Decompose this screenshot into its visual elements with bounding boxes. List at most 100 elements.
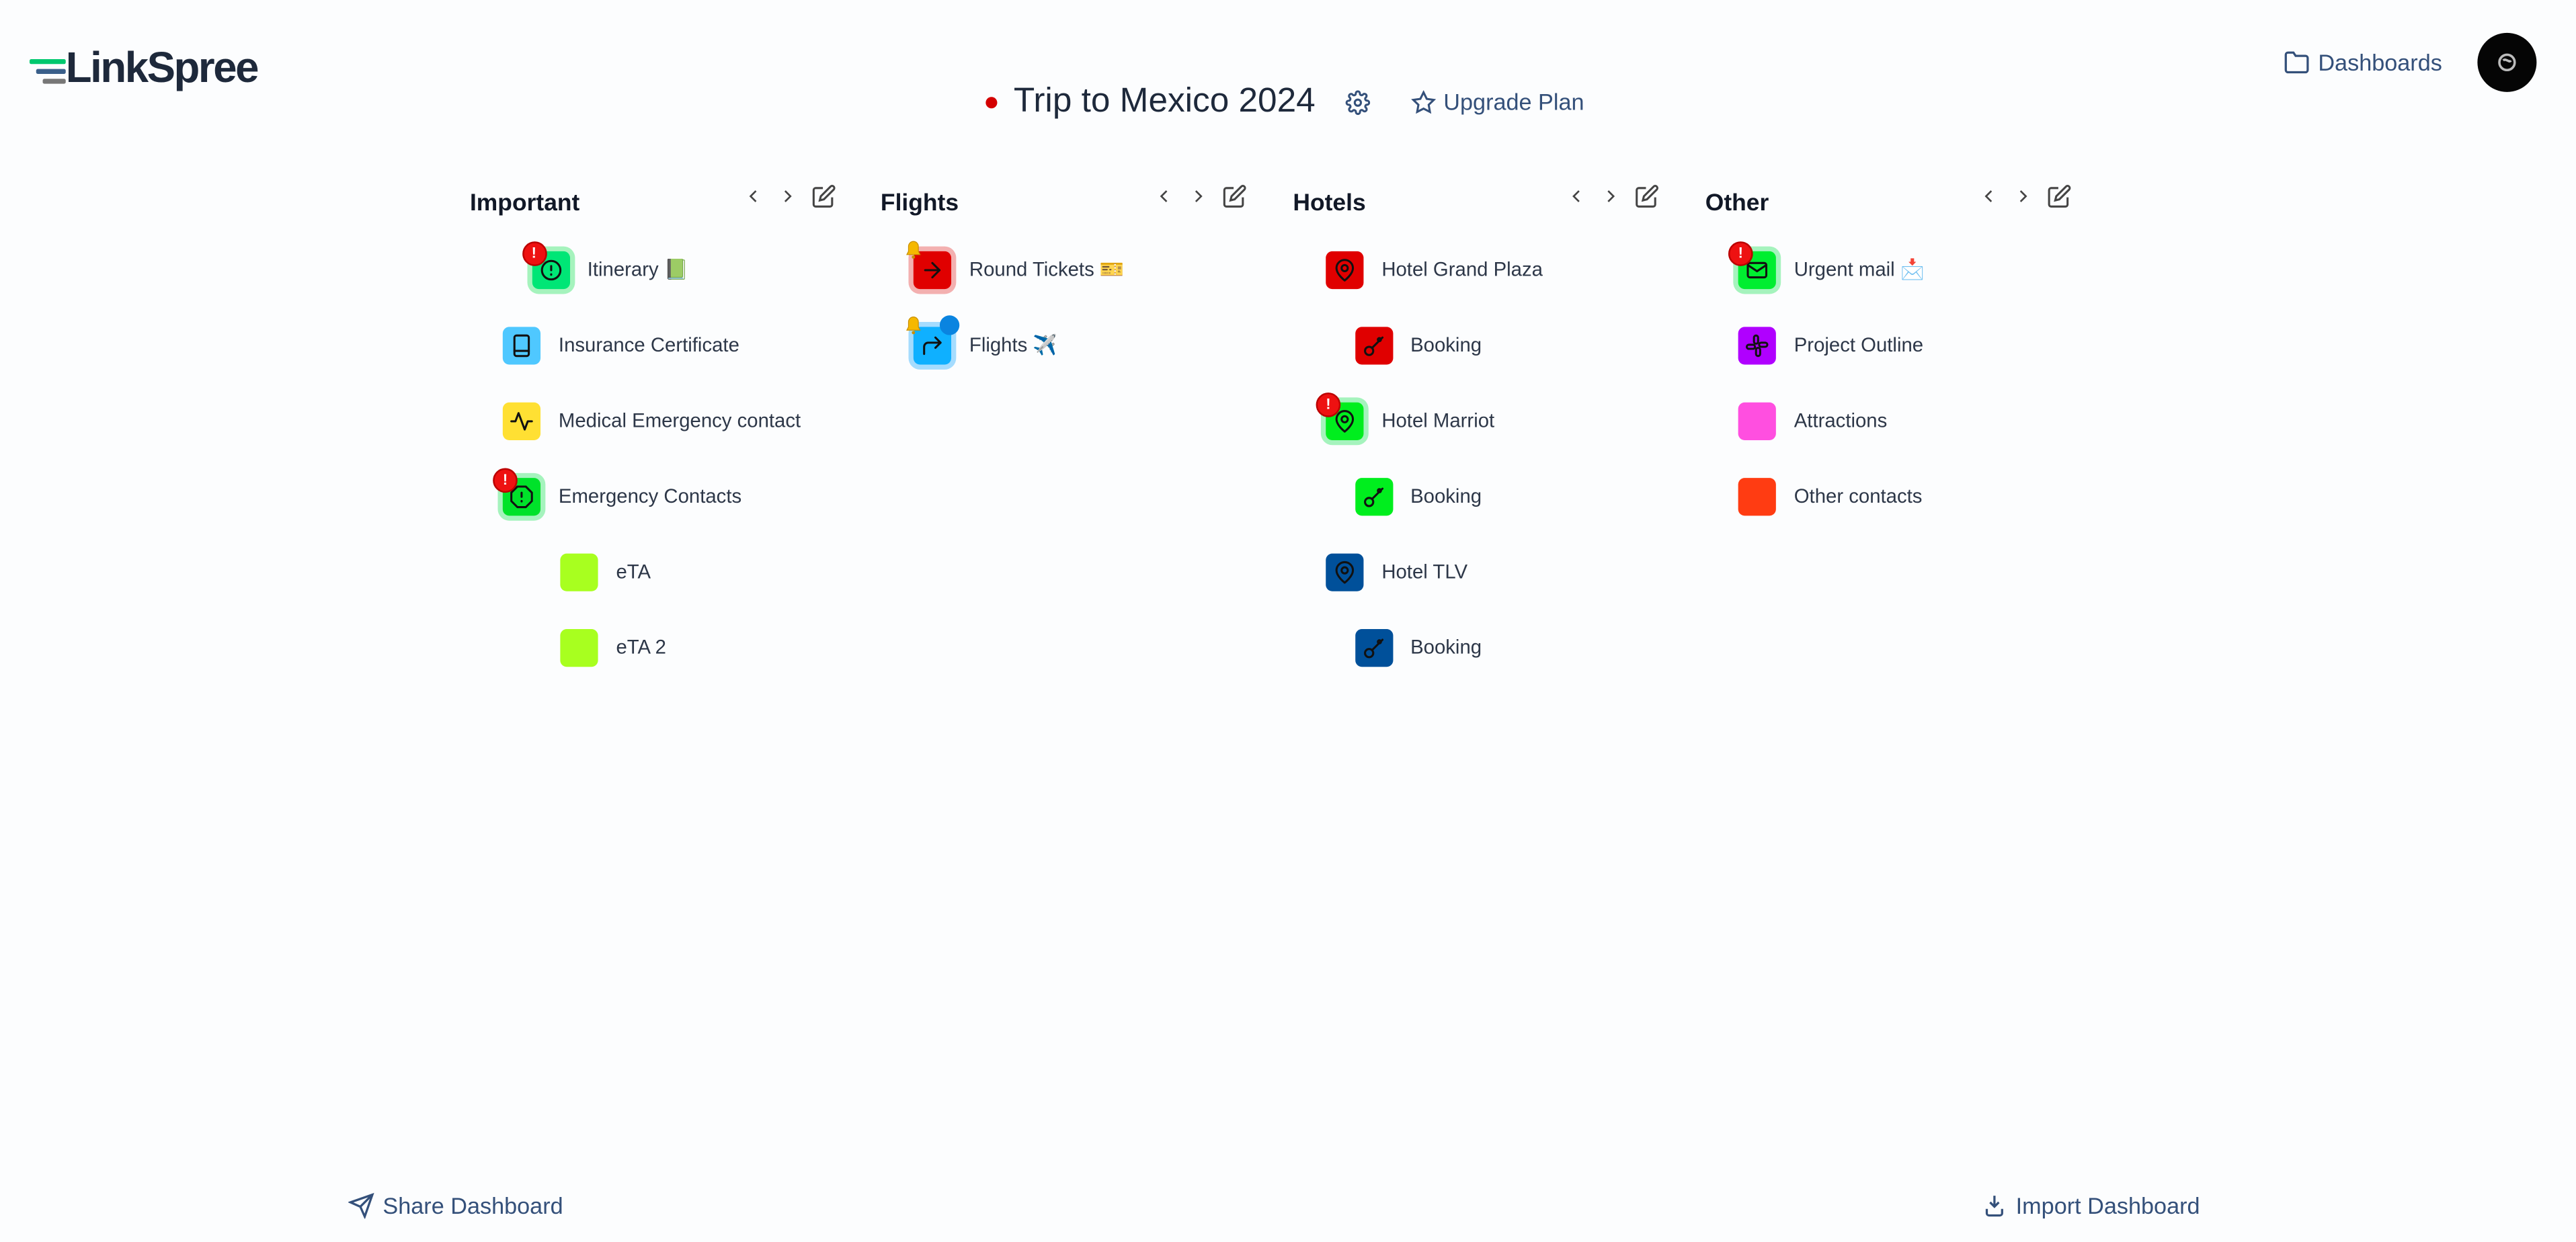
link-item[interactable]: Hotel Grand Plaza bbox=[1326, 247, 1543, 292]
folder-icon bbox=[2284, 51, 2309, 74]
link-item-label: Hotel Marriot bbox=[1381, 409, 1495, 432]
link-item-label: eTA bbox=[616, 560, 651, 583]
share-dashboard-label: Share Dashboard bbox=[383, 1192, 563, 1219]
link-item-icon-tile: ! bbox=[1316, 391, 1364, 440]
edit-column-button[interactable] bbox=[1635, 184, 1660, 209]
chevron-right-icon bbox=[1195, 190, 1203, 202]
link-item[interactable]: Hotel TLV bbox=[1326, 548, 1467, 594]
link-item-icon-tile: ! bbox=[521, 241, 569, 288]
link-item[interactable]: Project Outline bbox=[1738, 322, 1923, 368]
link-item-icon-tile bbox=[1738, 326, 1776, 364]
comment-badge-icon bbox=[939, 315, 960, 335]
avatar[interactable] bbox=[2477, 32, 2537, 92]
link-item[interactable]: ! Urgent mail 📩 bbox=[1728, 241, 1925, 292]
link-item-icon-tile: ! bbox=[1728, 241, 1776, 288]
link-item[interactable]: eTA bbox=[560, 548, 651, 594]
column-hotels: Hotels Hotel Grand Plaza Booking! Hotel Mar… bbox=[1293, 177, 1674, 667]
chevron-right-icon bbox=[1607, 190, 1615, 202]
prev-button[interactable] bbox=[1154, 185, 1175, 207]
logo-mark-icon bbox=[29, 50, 66, 87]
prev-button[interactable] bbox=[1978, 185, 1999, 207]
link-item[interactable]: ! Emergency Contacts bbox=[493, 467, 742, 519]
link-item[interactable]: Medical Emergency contact bbox=[502, 397, 801, 443]
alert-badge-icon: ! bbox=[1728, 241, 1753, 265]
chevron-right-icon bbox=[2019, 190, 2027, 202]
import-icon bbox=[1985, 1196, 2003, 1217]
next-button[interactable] bbox=[1188, 185, 1209, 207]
share-dashboard-button[interactable]: Share Dashboard bbox=[348, 1192, 563, 1219]
link-item-icon-tile bbox=[560, 628, 598, 667]
logo[interactable]: LinkSpree bbox=[29, 43, 259, 94]
upgrade-plan-button[interactable]: Upgrade Plan bbox=[1410, 89, 1584, 115]
link-item[interactable]: Other contacts bbox=[1738, 473, 1923, 519]
column-title: Flights bbox=[880, 190, 959, 217]
link-item-label: Medical Emergency contact bbox=[558, 409, 801, 432]
link-item-icon-tile bbox=[1354, 628, 1393, 667]
edit-column-button[interactable] bbox=[2047, 184, 2072, 209]
link-item-icon-tile bbox=[906, 315, 960, 364]
link-item[interactable]: ! Itinerary 📗 bbox=[521, 241, 688, 292]
bell-icon bbox=[906, 315, 921, 334]
settings-button[interactable] bbox=[1344, 89, 1378, 114]
edit-column-button[interactable] bbox=[1222, 184, 1247, 209]
link-item[interactable]: Attractions bbox=[1738, 397, 1888, 443]
link-item-icon-tile bbox=[1326, 250, 1364, 288]
link-item[interactable]: Booking bbox=[1354, 473, 1482, 519]
chevron-left-icon bbox=[1572, 190, 1580, 202]
link-item-label: Booking bbox=[1410, 635, 1482, 659]
import-dashboard-button[interactable]: Import Dashboard bbox=[1981, 1192, 2200, 1218]
link-item-label: Attractions bbox=[1794, 409, 1888, 432]
link-item-label: Other contacts bbox=[1794, 484, 1923, 508]
link-item-icon-tile bbox=[560, 552, 598, 591]
link-item-label: Project Outline bbox=[1794, 333, 1924, 357]
alert-circle-icon bbox=[540, 259, 561, 280]
link-item[interactable]: eTA 2 bbox=[560, 624, 666, 670]
edit-icon bbox=[1636, 185, 1658, 208]
link-item-label: eTA 2 bbox=[616, 635, 666, 659]
column-title: Other bbox=[1705, 190, 1769, 217]
edit-column-button[interactable] bbox=[811, 184, 836, 209]
link-item[interactable]: Insurance Certificate bbox=[502, 322, 739, 368]
column-header: Hotels bbox=[1293, 177, 1674, 226]
key-icon bbox=[1363, 487, 1383, 507]
link-item-icon-tile: ! bbox=[493, 467, 541, 515]
link-item-icon-tile bbox=[1738, 477, 1776, 515]
link-item[interactable]: Booking bbox=[1354, 624, 1482, 670]
link-item-icon-tile bbox=[1354, 326, 1393, 364]
dashboard-title-bar: Trip to Mexico 2024 Upgrade Plan bbox=[985, 82, 1584, 122]
link-item[interactable]: ! Hotel Marriot bbox=[1316, 391, 1495, 443]
link-item-icon-tile bbox=[502, 401, 541, 440]
link-item-icon-tile bbox=[906, 240, 952, 288]
edit-icon bbox=[1223, 185, 1246, 208]
link-item[interactable]: Round Tickets 🎫 bbox=[906, 240, 1124, 292]
import-dashboard-label: Import Dashboard bbox=[2015, 1192, 2200, 1219]
book-icon bbox=[513, 333, 530, 357]
prev-button[interactable] bbox=[1566, 185, 1587, 207]
bell-icon bbox=[906, 240, 921, 258]
next-button[interactable] bbox=[1600, 185, 1621, 207]
key-icon bbox=[1363, 335, 1383, 356]
next-button[interactable] bbox=[777, 185, 799, 207]
edit-icon bbox=[2048, 185, 2071, 208]
dashboards-button[interactable]: Dashboards bbox=[2284, 49, 2442, 75]
send-icon bbox=[348, 1192, 374, 1219]
alert-badge-icon: ! bbox=[493, 467, 518, 492]
slack-icon bbox=[1745, 333, 1769, 357]
column-header: Flights bbox=[881, 177, 1262, 226]
link-item-label: Emergency Contacts bbox=[558, 484, 742, 508]
link-item[interactable]: Flights ✈️ bbox=[906, 315, 1057, 368]
link-item-icon-tile bbox=[502, 326, 541, 364]
link-item-label: Booking bbox=[1410, 484, 1482, 508]
next-button[interactable] bbox=[2013, 185, 2034, 207]
link-item-icon-tile bbox=[1326, 552, 1364, 591]
link-item[interactable]: Booking bbox=[1354, 322, 1482, 368]
column-title: Important bbox=[469, 190, 580, 217]
chevron-left-icon bbox=[749, 190, 757, 202]
link-item-label: Urgent mail 📩 bbox=[1794, 257, 1925, 281]
star-icon bbox=[1410, 89, 1436, 114]
alert-badge-icon: ! bbox=[521, 241, 547, 265]
prev-button[interactable] bbox=[743, 185, 764, 207]
chevron-left-icon bbox=[1160, 190, 1168, 202]
link-item-label: Flights ✈️ bbox=[969, 333, 1057, 357]
